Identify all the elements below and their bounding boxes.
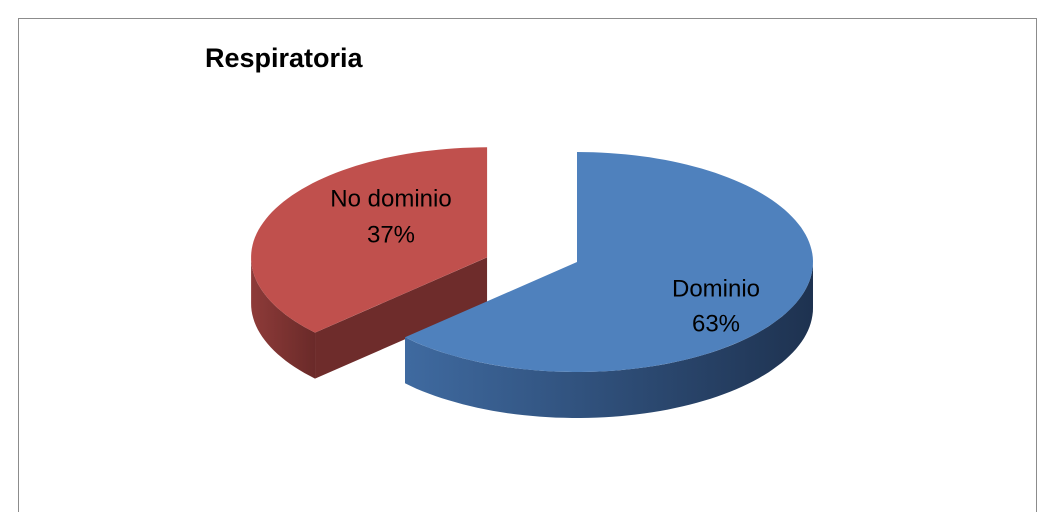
slice-category-label: Dominio [672,275,760,302]
chart-frame [18,18,1037,512]
slice-side [405,262,813,418]
slice-value-label: 37% [367,221,415,248]
slice-top [251,147,488,333]
slice-cut-face [315,257,488,379]
slice-category-label: No dominio [330,185,451,212]
pie-slice: Dominio 63% [405,152,813,418]
chart-title: Respiratoria [205,43,364,73]
slice-value-label: 63% [692,310,740,337]
slice-side [251,257,315,379]
pie-slice: No dominio 37% [251,147,488,379]
slice-top [405,152,813,372]
pie: No dominio 37% Dominio 63% [251,147,813,418]
